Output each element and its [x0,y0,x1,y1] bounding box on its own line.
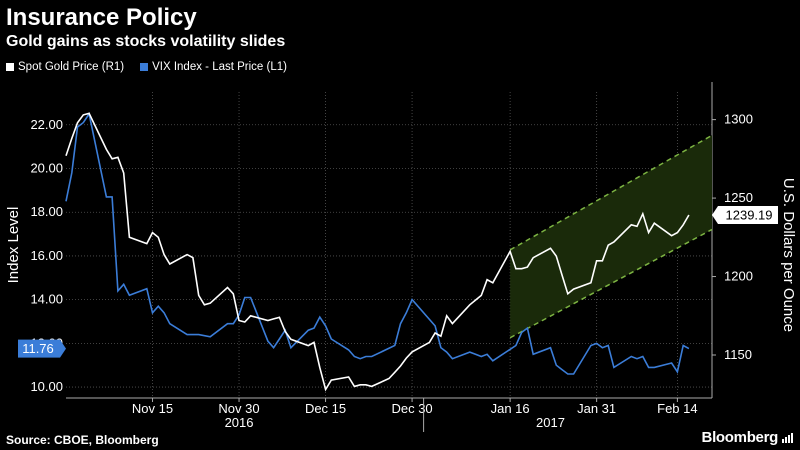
x-tick-label: Dec 30 [391,401,432,416]
x-tick-label: Dec 15 [305,401,346,416]
brand-logo: Bloomberg [701,429,779,446]
left-tick-label: 18.00 [30,204,63,219]
legend-swatch-gold [6,63,14,71]
left-tick-label: 20.00 [30,161,63,176]
vix-last-value-arrow [60,339,66,358]
right-tick-label: 1300 [724,112,753,127]
series-line-gold [65,112,690,392]
legend-item-gold: Spot Gold Price (R1) [6,61,124,73]
chart-title: Insurance Policy [6,4,197,31]
legend: Spot Gold Price (R1) VIX Index - Last Pr… [6,61,287,73]
series-line-vix [65,111,690,375]
left-axis-title: Index Level [5,207,22,284]
x-tick-label: Feb 14 [657,401,697,416]
gold-last-value-label: 1239.19 [726,208,773,223]
left-tick-label: 22.00 [30,117,63,132]
gold-last-value-box [712,206,778,225]
x-tick-label: Jan 16 [491,401,530,416]
right-tick-label: 1250 [724,190,753,205]
x-tick-label: Jan 31 [577,401,616,416]
x-year-label: 2016 [225,415,254,430]
right-tick-label: 1200 [724,269,753,284]
x-tick-label: Nov 30 [218,401,259,416]
chart-subtitle: Gold gains as stocks volatility slides [6,33,286,50]
brand-mark-icon [782,433,793,443]
legend-swatch-vix [140,63,149,71]
legend-label-gold: Spot Gold Price (R1) [18,61,125,73]
vix-last-value-box [18,339,60,358]
vix-last-value-label: 11.76 [22,341,54,356]
x-year-label: 2017 [536,415,565,430]
x-tick-label: Nov 15 [132,401,173,416]
left-tick-label: 14.00 [30,292,63,307]
right-tick-label: 1150 [724,347,752,362]
trend-channel-lower [509,228,713,339]
source-note: Source: CBOE, Bloomberg [6,433,159,447]
legend-item-vix: VIX Index - Last Price (L1) [140,61,287,73]
right-axis-title: U.S. Dollars per Ounce [780,178,797,332]
left-tick-label: 16.00 [30,248,63,263]
trend-channel-upper [509,134,713,251]
legend-label-vix: VIX Index - Last Price (L1) [152,61,287,73]
left-tick-label: 10.00 [30,379,63,394]
trend-channel-fill [510,135,712,338]
